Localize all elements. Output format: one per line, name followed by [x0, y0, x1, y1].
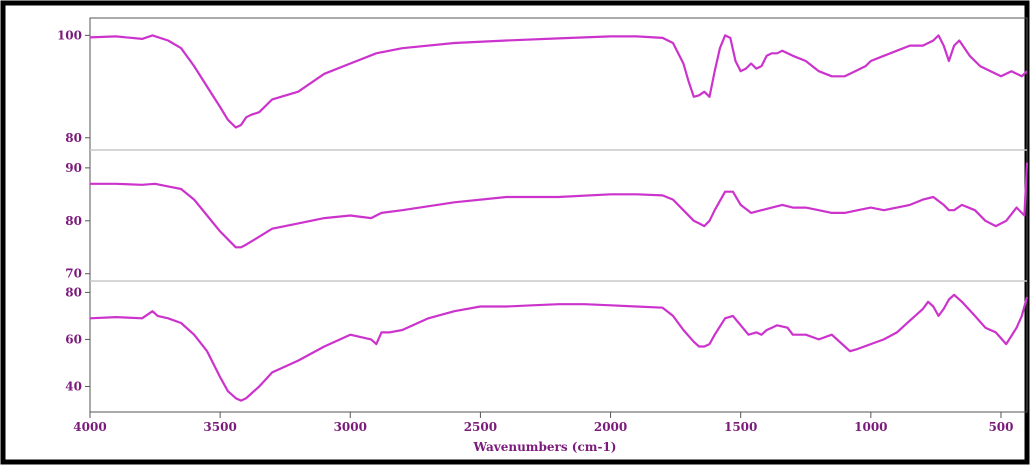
- spectrum-line: [89, 34, 1028, 129]
- y-tick-label: 90: [65, 161, 82, 175]
- y-tick-label: 80: [65, 131, 82, 145]
- x-tick-label: 500: [988, 420, 1013, 434]
- x-tick-label: 1000: [854, 420, 887, 434]
- y-tick-label: 80: [65, 214, 82, 228]
- x-tick-label: 2000: [594, 420, 627, 434]
- x-axis-label: Wavenumbers (cm-1): [473, 440, 617, 454]
- y-tick-label: 100: [57, 28, 82, 42]
- y-tick-label: 70: [65, 267, 82, 281]
- x-tick-label: 2500: [464, 420, 497, 434]
- y-tick-label: 40: [65, 379, 82, 393]
- x-tick-label: 1500: [724, 420, 757, 434]
- y-tick-label: 60: [65, 332, 82, 346]
- spectrum-line: [90, 162, 1029, 249]
- y-tick-label: 80: [65, 285, 82, 299]
- x-tick-label: 4000: [73, 420, 106, 434]
- spectrum-line: [89, 293, 1029, 402]
- plot-area-border: [89, 17, 1028, 413]
- x-tick-label: 3500: [203, 420, 236, 434]
- x-tick-label: 3000: [334, 420, 367, 434]
